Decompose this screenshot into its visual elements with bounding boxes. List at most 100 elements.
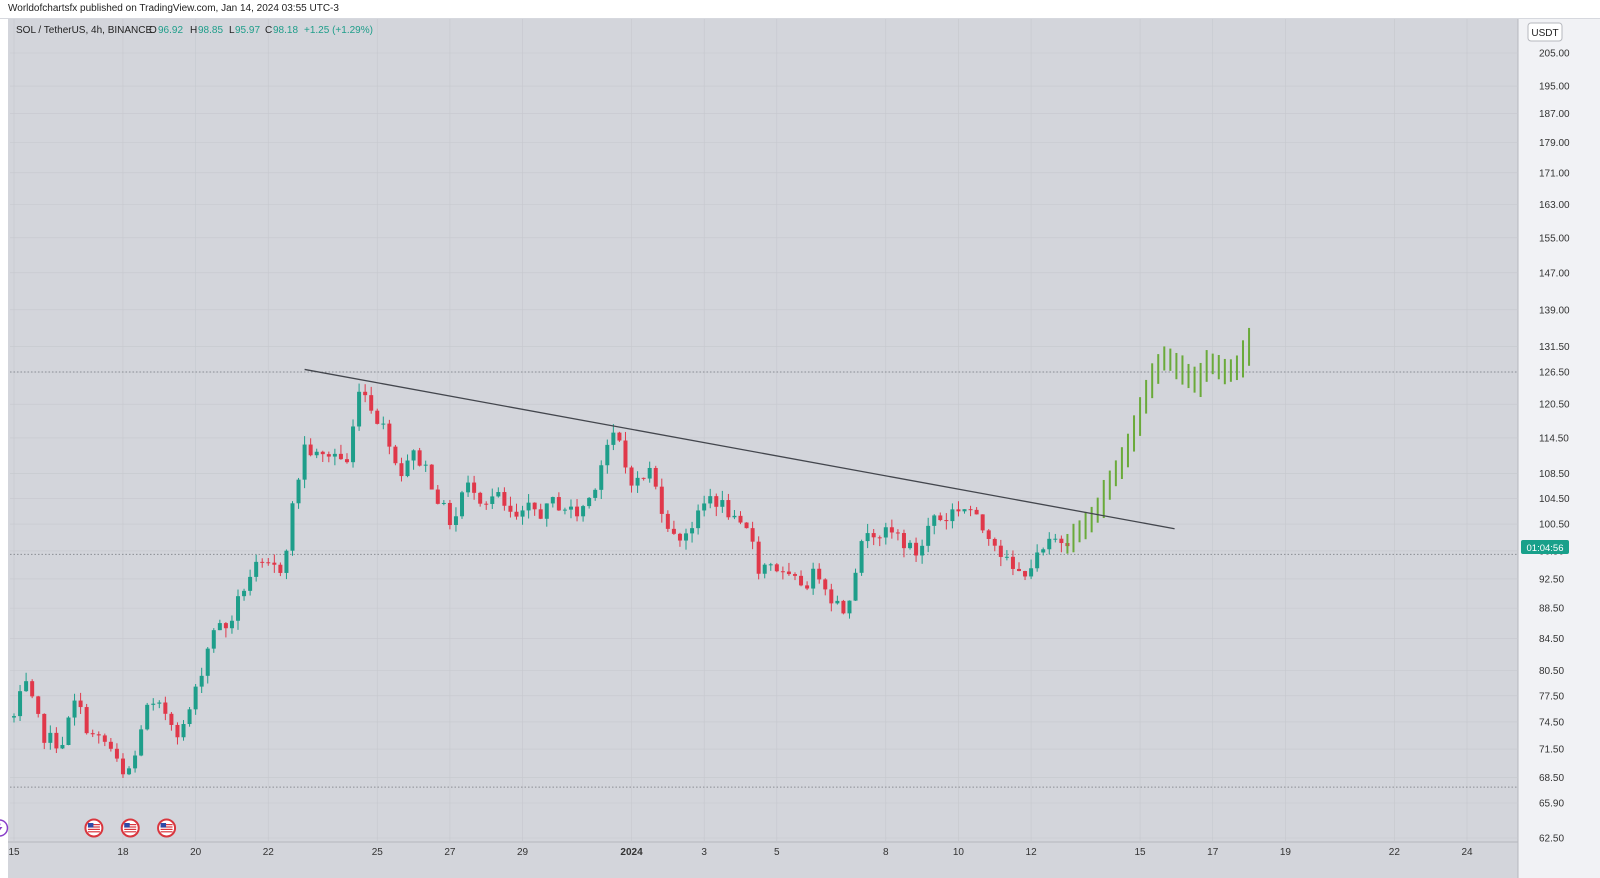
y-tick-label: 179.00	[1539, 138, 1570, 149]
candle-body	[181, 724, 186, 738]
projection-bars[interactable]	[1066, 327, 1251, 554]
us-flag-icon[interactable]	[84, 818, 104, 838]
candle-body	[635, 477, 640, 486]
projection-bar	[1217, 355, 1220, 380]
projection-bar	[1114, 460, 1117, 487]
event-markers[interactable]	[0, 818, 177, 838]
candle-body	[114, 748, 119, 759]
x-tick-label: 12	[1026, 847, 1038, 858]
candle-body	[853, 572, 858, 601]
projection-bar	[1120, 447, 1123, 480]
countdown-tag: 01:04:56	[1521, 540, 1569, 554]
projection-bar	[1084, 511, 1087, 540]
candle-body	[84, 707, 89, 734]
candle-body	[127, 768, 132, 775]
y-tick-label: 74.50	[1539, 717, 1564, 728]
candle-body	[768, 564, 773, 566]
projection-bar	[1229, 359, 1232, 382]
y-tick-label: 77.50	[1539, 691, 1564, 702]
candle-body	[490, 496, 495, 504]
candle-body	[447, 502, 452, 526]
y-tick-label: 139.00	[1539, 305, 1570, 316]
candle-body	[514, 511, 519, 517]
candle-body	[847, 600, 852, 614]
candle-body	[66, 717, 71, 745]
candle-body	[677, 533, 682, 541]
candle-body	[54, 732, 59, 749]
candle-body	[344, 459, 349, 463]
projection-bar	[1175, 352, 1178, 380]
projection-bar	[1126, 433, 1129, 468]
legend-close: 98.18	[273, 25, 298, 36]
lightning-icon[interactable]	[0, 819, 9, 837]
candle-body	[502, 492, 507, 506]
candle-body	[593, 489, 598, 498]
candle-body	[411, 450, 416, 461]
candle-body	[229, 620, 234, 629]
candle-body	[375, 410, 380, 424]
candle-body	[889, 527, 894, 533]
candle-body	[938, 515, 943, 521]
projection-bar	[1193, 366, 1196, 393]
candle-body	[526, 502, 531, 511]
candle-body	[296, 479, 301, 504]
candle-body	[429, 464, 434, 490]
us-flag-icon[interactable]	[157, 818, 177, 838]
candle-body	[653, 467, 658, 487]
candle-body	[629, 467, 634, 486]
candle-body	[12, 716, 16, 718]
candle-body	[871, 533, 876, 538]
candle-body	[901, 533, 906, 549]
candle-body	[48, 732, 53, 743]
x-tick-label: 22	[1389, 847, 1401, 858]
candle-body	[562, 509, 567, 511]
legend-open-label: O	[149, 25, 157, 36]
legend-low-label: L	[229, 25, 235, 36]
us-flag-icon[interactable]	[120, 818, 140, 838]
candle-body	[914, 542, 919, 556]
candle-body	[266, 562, 271, 564]
horizontal-levels	[10, 371, 1518, 788]
y-tick-label: 84.50	[1539, 634, 1564, 645]
currency-label[interactable]: USDT	[1527, 22, 1563, 42]
projection-bar	[1205, 350, 1208, 382]
candle-body	[363, 391, 368, 396]
candle-body	[859, 541, 864, 573]
candle-body	[199, 675, 204, 687]
projection-bar	[1090, 506, 1093, 533]
y-tick-label: 126.50	[1539, 368, 1570, 379]
y-tick-label: 171.00	[1539, 168, 1570, 179]
candle-body	[756, 541, 761, 574]
candle-body	[205, 648, 210, 676]
candle-body	[702, 503, 707, 511]
candle-body	[30, 681, 35, 697]
candle-body	[145, 704, 150, 730]
candle-body	[393, 446, 398, 464]
candle-body	[1004, 556, 1009, 558]
candle-body	[163, 702, 168, 714]
candle-body	[823, 579, 828, 590]
candle-body	[320, 451, 325, 455]
candle-body	[690, 528, 695, 534]
candle-body	[357, 391, 362, 427]
time-axis-ticks: 15 18 20 22 25 27 29 2024 3 5 8 10 12 15 17 19 22 24	[8, 847, 1473, 858]
trendline[interactable]	[304, 368, 1175, 530]
candle-body	[641, 477, 646, 479]
candle-body	[369, 395, 374, 411]
candle-body	[242, 590, 247, 597]
projection-bar	[1187, 363, 1190, 389]
candle-body	[108, 741, 113, 749]
publish-header: Worldofchartsfx published on TradingView…	[0, 0, 1600, 19]
candles[interactable]	[12, 383, 1070, 778]
y-tick-label: 114.50	[1539, 433, 1569, 444]
candle-body	[254, 561, 259, 577]
candle-body	[780, 571, 785, 573]
projection-bar	[1235, 355, 1238, 381]
candle-body	[169, 713, 174, 725]
candle-body	[956, 509, 961, 512]
candle-body	[992, 538, 997, 546]
candle-body	[351, 426, 356, 463]
candle-body	[1047, 538, 1052, 550]
candle-body	[484, 503, 489, 505]
